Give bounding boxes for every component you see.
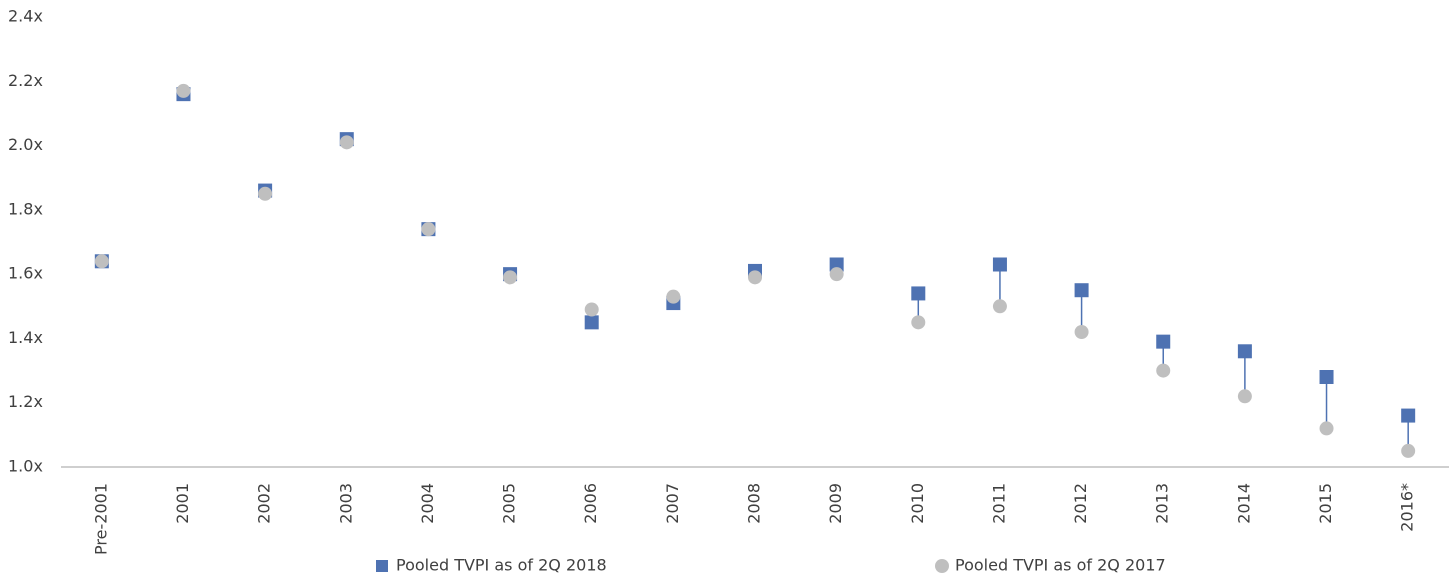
circle-marker: [258, 186, 273, 201]
legend-marker: [376, 560, 388, 572]
legend-marker: [935, 559, 949, 573]
square-marker: [911, 286, 926, 301]
circle-marker: [1074, 325, 1089, 339]
x-tick-label: 2003: [336, 483, 355, 524]
y-tick-label: 1.6x: [8, 264, 43, 283]
y-tick-label: 2.2x: [8, 71, 43, 90]
square-marker: [829, 257, 844, 272]
circle-marker: [666, 289, 681, 304]
square-marker: [1237, 344, 1252, 359]
y-tick-label: 1.2x: [8, 392, 43, 411]
x-tick-label: 2001: [173, 483, 192, 524]
square-marker: [1074, 283, 1089, 298]
circle-marker: [1237, 389, 1252, 404]
y-tick-label: 2.4x: [8, 7, 43, 26]
x-tick-label: 2006: [581, 483, 600, 524]
square-marker: [1401, 408, 1416, 423]
circle-marker: [1319, 421, 1334, 436]
x-tick-label: 2012: [1071, 483, 1090, 524]
x-tick-label: 2016*: [1398, 483, 1417, 532]
square-marker: [1319, 370, 1334, 384]
x-tick-label: 2005: [500, 483, 519, 524]
x-tick-label: 2011: [989, 483, 1008, 524]
circle-marker: [1401, 443, 1416, 458]
y-tick-label: 1.8x: [8, 199, 43, 218]
y-tick-label: 2.0x: [8, 135, 43, 154]
x-tick-label: 2004: [418, 483, 437, 524]
circle-marker: [911, 315, 926, 330]
x-tick-label: Pre-2001: [91, 483, 110, 555]
circle-marker: [94, 254, 109, 269]
circle-marker: [503, 270, 518, 285]
x-tick-label: 2007: [663, 483, 682, 524]
circle-marker: [992, 299, 1007, 314]
x-tick-label: 2015: [1316, 483, 1335, 524]
circle-marker: [584, 302, 599, 317]
x-tick-label: 2009: [826, 483, 845, 524]
y-tick-label: 1.0x: [8, 457, 43, 476]
x-tick-label: 2014: [1234, 483, 1253, 524]
x-tick-label: 2013: [1153, 483, 1172, 524]
y-tick-label: 1.4x: [8, 328, 43, 347]
x-tick-label: 2010: [908, 483, 927, 524]
x-tick-label: 2002: [255, 483, 274, 524]
legend-label: Pooled TVPI as of 2Q 2018: [396, 556, 607, 575]
circle-marker: [176, 83, 191, 98]
square-marker: [1156, 334, 1171, 349]
circle-marker: [829, 267, 844, 282]
x-tick-label: 2008: [745, 483, 764, 524]
circle-marker: [748, 270, 762, 285]
square-marker: [992, 257, 1007, 272]
square-marker: [584, 315, 599, 330]
circle-marker: [339, 135, 354, 150]
circle-marker: [421, 222, 436, 237]
legend-label: Pooled TVPI as of 2Q 2017: [955, 556, 1166, 575]
circle-marker: [1156, 363, 1171, 378]
